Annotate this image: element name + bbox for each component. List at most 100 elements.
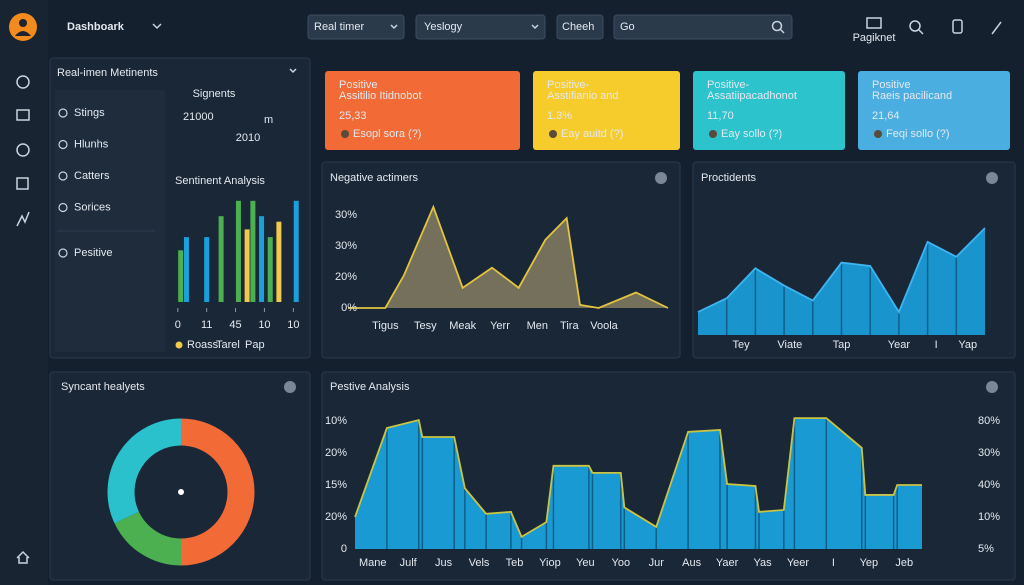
card-label: Positive- — [547, 79, 590, 91]
menu-item[interactable]: Sorices — [74, 201, 111, 213]
home-icon[interactable] — [16, 550, 30, 564]
phone-icon[interactable] — [952, 19, 963, 34]
search-box[interactable] — [613, 14, 793, 40]
y-tick-label: 30% — [335, 240, 357, 252]
nav-icon[interactable] — [16, 75, 30, 89]
settings-icon[interactable] — [986, 381, 998, 393]
bar — [218, 216, 224, 302]
card-value: 1.3% — [547, 110, 572, 122]
x-tick-label: Yiop — [539, 557, 561, 569]
x-tick-label: Aus — [682, 557, 701, 569]
card-note: Eay auitd (?) — [561, 128, 623, 140]
stat-note: 2010 — [236, 132, 260, 144]
legend-label: Tarel — [216, 339, 240, 351]
card-dot — [549, 130, 557, 138]
legend-dot — [175, 341, 183, 349]
menu-icon[interactable] — [58, 202, 68, 213]
x-tick-label: 10 — [287, 319, 299, 331]
monitor-icon[interactable] — [866, 17, 882, 29]
icon-sidebar — [0, 0, 48, 585]
bar — [267, 237, 273, 302]
menu-icon[interactable] — [58, 139, 68, 150]
x-tick-label: Julf — [400, 557, 418, 569]
search-icon — [779, 28, 785, 34]
y-tick-label: 0 — [341, 543, 347, 555]
dropdown[interactable] — [556, 14, 604, 40]
pen-icon[interactable] — [991, 21, 1002, 35]
chart-title: Pestive Analysis — [330, 381, 410, 393]
x-tick-label: 10 — [258, 319, 270, 331]
chart-title: Syncant healyets — [61, 381, 145, 393]
search-icon[interactable] — [771, 20, 783, 32]
x-tick-label: Men — [527, 320, 548, 332]
logo-body — [15, 31, 31, 36]
x-tick-label: Year — [888, 339, 911, 351]
search-text[interactable]: Go — [620, 21, 635, 33]
card-dot — [341, 130, 349, 138]
x-tick-label: Mane — [359, 557, 387, 569]
menu-item[interactable]: Hlunhs — [74, 138, 109, 150]
x-tick-label: Yoo — [612, 557, 631, 569]
x-tick-label: Yap — [958, 339, 977, 351]
bar — [235, 200, 241, 302]
y-tick-label: 30% — [335, 209, 357, 221]
dropdown-label[interactable]: Real timer — [314, 21, 364, 33]
donut-segment — [114, 511, 182, 566]
card-value: 21,64 — [872, 110, 900, 122]
card-label: Positive — [339, 79, 378, 91]
chevron — [531, 24, 539, 30]
menu-item[interactable]: Stings — [74, 107, 105, 119]
y2-tick-label: 5% — [978, 543, 994, 555]
kpi-card[interactable] — [533, 71, 680, 150]
card-value: 11,70 — [707, 110, 734, 122]
x-tick-label: Yas — [753, 557, 772, 569]
legend-label: Pap — [245, 339, 265, 351]
sidebar-icons — [16, 75, 30, 564]
bar — [293, 200, 299, 302]
kpi-card[interactable] — [325, 71, 520, 150]
chevron[interactable] — [152, 23, 162, 30]
menu-item[interactable]: Pesitive — [74, 247, 113, 259]
menu-icon[interactable] — [58, 171, 68, 181]
x-tick-label: Vels — [469, 557, 490, 569]
settings-icon[interactable] — [986, 172, 998, 184]
menu-item[interactable]: Catters — [74, 170, 110, 182]
stat-title: Signents — [193, 88, 236, 100]
area-edge — [697, 227, 986, 314]
app-title[interactable]: Dashboark — [67, 21, 125, 33]
dropdown-label[interactable]: Cheeh — [562, 21, 594, 33]
nav-icon[interactable] — [16, 143, 30, 157]
x-tick-label: Yeer — [787, 557, 810, 569]
nav-icon[interactable] — [16, 211, 30, 227]
chart-title: Negative actimers — [330, 172, 419, 184]
chevron[interactable] — [289, 68, 297, 74]
x-tick-label: Yaer — [716, 557, 739, 569]
settings-icon[interactable] — [655, 172, 667, 184]
y-tick-label: 20% — [335, 271, 357, 283]
search-icon[interactable] — [909, 20, 921, 32]
chart-panel — [321, 161, 681, 359]
bar — [259, 216, 265, 302]
x-tick-label: Meak — [449, 320, 476, 332]
nav-icon[interactable] — [16, 177, 29, 190]
x-tick-label: Tey — [732, 339, 750, 351]
x-tick-label: Tigus — [372, 320, 399, 332]
y-tick-label: 10% — [325, 415, 347, 427]
card-dot — [709, 130, 717, 138]
y2-tick-label: 80% — [978, 415, 1000, 427]
dropdown-label[interactable]: Yeslogy — [424, 21, 463, 33]
menu-icon[interactable] — [58, 108, 68, 118]
dropdown[interactable] — [415, 14, 546, 40]
nav-icon[interactable] — [16, 109, 30, 121]
settings-icon[interactable] — [284, 381, 296, 393]
kpi-card[interactable] — [693, 71, 845, 150]
menu-icon[interactable] — [58, 248, 68, 258]
kpi-card[interactable] — [858, 71, 1010, 150]
card-value: 25,33 — [339, 110, 367, 122]
y-tick-label: 20% — [325, 447, 347, 459]
area-edge — [354, 417, 922, 539]
card-label: Positive — [872, 79, 911, 91]
dropdown[interactable] — [307, 14, 405, 40]
area — [355, 418, 922, 549]
x-tick-label: Tesy — [414, 320, 437, 332]
